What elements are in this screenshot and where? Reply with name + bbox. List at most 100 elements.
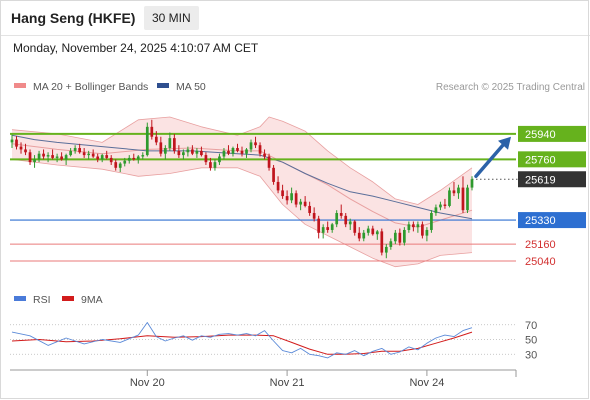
legend-label: MA 50 [176,81,206,93]
candle-body [186,149,190,153]
candle-body [240,150,244,154]
candle-body [236,148,239,151]
candle-body [470,179,474,188]
candle-body [209,162,212,168]
candle-body [136,156,140,160]
timeframe-button[interactable]: 30 MIN [144,6,199,30]
candle-body [46,155,50,157]
axis-tick-label: Nov 24 [409,377,444,389]
level-label-box [518,171,586,188]
candle-body [118,163,122,168]
candle-body [145,126,149,156]
candle-body [222,150,226,157]
candle-body [231,148,235,154]
candle-body [123,160,127,164]
candle-body [326,227,330,230]
candle-body [443,204,447,206]
candle-body [285,196,289,201]
instrument-title: Hang Seng (HKFE) [11,10,136,26]
candle-body [384,246,388,253]
candle-body [416,224,420,228]
level-label-box [518,125,586,142]
level-label: 25760 [525,154,556,166]
projection-arrow [474,136,511,179]
level-label: 25040 [525,256,556,268]
candle-body [73,148,77,151]
candle-body [213,162,217,168]
candle-body [227,150,230,154]
legend: MA 20 + Bollinger Bands MA 50 [14,81,206,93]
candle-body [371,228,375,235]
watermark: Research © 2025 Trading Central [436,82,585,93]
level-label: 25160 [525,239,556,251]
candle-body [109,157,113,163]
candle-body [312,213,316,219]
axis-tick-label: Nov 20 [130,377,165,389]
arrow-shaft [474,140,507,179]
candle-body [425,229,429,236]
candle-body [87,153,91,156]
rsi-line [11,322,473,359]
candle-body [195,150,199,154]
candle-body [37,153,41,160]
candle-body [434,207,438,214]
candle-body [294,193,298,205]
rsi-tick-label: 50 [525,335,537,347]
level-label-box [518,212,586,229]
candle-body [173,138,176,151]
level-label: 25619 [525,174,556,186]
candle-body [398,232,402,243]
candle-body [407,224,411,230]
candle-body [448,190,451,206]
candle-body [344,215,348,225]
ma50-line [11,134,473,220]
candle-body [96,156,100,160]
candle-body [330,224,334,230]
legend-label: MA 20 + Bollinger Bands [33,81,148,93]
candle-body [380,231,384,253]
axis-tick-label: Nov 21 [270,377,305,389]
candle-body [254,142,257,146]
candle-body [461,187,465,211]
candle-body [191,149,194,154]
price-levels: 25940 25760 25619 25330 25160 25040 [10,125,586,268]
candle-body [281,190,284,197]
rsi-tick-label: 30 [525,349,537,361]
legend-label: 9MA [81,294,103,306]
candle-body [249,142,253,150]
candle-body [258,145,262,154]
candle-body [28,152,32,163]
candle-body [317,218,321,233]
candle-body [100,155,104,160]
candle-body [263,153,266,157]
level-label: 25940 [525,129,556,141]
candle-body [132,157,136,160]
candle-body [204,155,208,163]
candle-body [366,228,370,233]
candle-body [15,139,18,147]
candle-body [91,153,95,157]
candle-body [64,155,68,160]
arrow-head [498,136,511,150]
candle-body [353,221,357,233]
candlesticks [10,119,474,259]
candle-body [276,181,280,191]
candle-body [55,156,59,158]
candle-body [457,187,460,194]
bollinger-upper [11,116,473,205]
candle-body [412,224,415,228]
candle-body [290,193,293,201]
candle-body [141,155,145,157]
legend-label: RSI [33,294,51,306]
candle-body [163,148,167,154]
level-label: 25330 [525,215,556,227]
candle-body [51,155,54,158]
candle-body [150,126,154,137]
candle-body [421,224,424,236]
candle-body [24,149,27,153]
candle-body [218,156,221,163]
candle-body [308,205,311,214]
candle-body [303,201,307,206]
chart-datetime: Monday, November 24, 2025 4:10:07 AM CET [13,41,259,55]
